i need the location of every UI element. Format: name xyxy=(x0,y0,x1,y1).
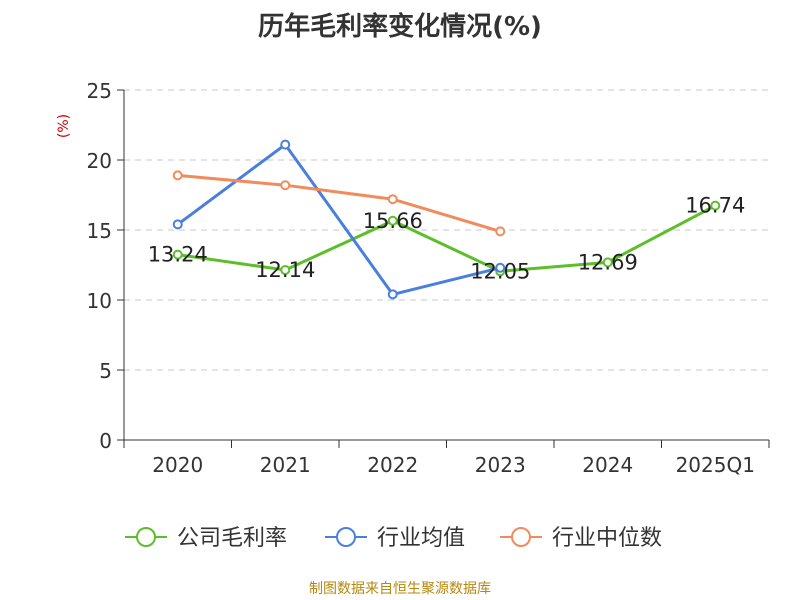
series-lines xyxy=(172,139,721,300)
x-tick-label: 2021 xyxy=(260,453,311,477)
x-tick-label: 2023 xyxy=(475,453,526,477)
y-tick-label: 20 xyxy=(87,149,112,173)
data-labels: 13.24 12.14 15.66 12.05 12.69 16.74 xyxy=(148,194,746,284)
data-point xyxy=(387,194,398,205)
data-point xyxy=(280,139,291,150)
series-line xyxy=(176,143,501,296)
series-line xyxy=(177,173,501,233)
data-point xyxy=(602,257,613,268)
data-label: 13.24 xyxy=(148,243,208,267)
legend-label: 行业中位数 xyxy=(552,526,662,551)
y-tick-label: 10 xyxy=(87,289,112,313)
y-tick-label: 15 xyxy=(87,219,112,243)
data-point xyxy=(387,215,398,226)
data-point xyxy=(280,180,291,191)
x-tick-label: 2020 xyxy=(152,453,203,477)
x-tick-label: 2022 xyxy=(367,453,418,477)
data-label: 12.05 xyxy=(470,259,530,283)
data-point xyxy=(495,262,506,273)
data-point xyxy=(495,226,506,237)
data-point xyxy=(280,265,291,276)
data-point xyxy=(172,249,183,260)
axes: 0 5 10 15 20 25 2020 2021 2022 2023 2024 2025Q1 xyxy=(87,79,770,477)
data-point xyxy=(172,170,183,181)
series-line xyxy=(177,204,716,273)
legend: 公司毛利率 行业均值 行业中位数 xyxy=(125,526,662,551)
data-point xyxy=(172,219,183,230)
data-point xyxy=(710,200,721,211)
grid-lines xyxy=(124,89,769,371)
y-tick-label: 0 xyxy=(99,429,112,453)
legend-label: 行业均值 xyxy=(377,526,465,551)
data-label: 16.74 xyxy=(685,194,745,218)
data-source-note: 制图数据来自恒生聚源数据库 xyxy=(309,581,491,597)
x-tick-label: 2024 xyxy=(582,453,633,477)
chart-title: 历年毛利率变化情况(%) xyxy=(258,12,542,42)
legend-marker xyxy=(136,527,156,547)
legend-marker xyxy=(336,527,356,547)
x-tick-label: 2025Q1 xyxy=(676,453,755,477)
legend-marker xyxy=(511,527,531,547)
data-label: 15.66 xyxy=(363,209,423,233)
y-tick-label: 5 xyxy=(99,359,112,383)
data-label: 12.69 xyxy=(578,250,638,274)
data-point xyxy=(387,289,398,300)
data-label: 12.14 xyxy=(255,258,315,282)
y-axis-label: (%) xyxy=(56,114,72,138)
legend-label: 公司毛利率 xyxy=(177,526,287,551)
y-tick-label: 25 xyxy=(87,79,112,103)
